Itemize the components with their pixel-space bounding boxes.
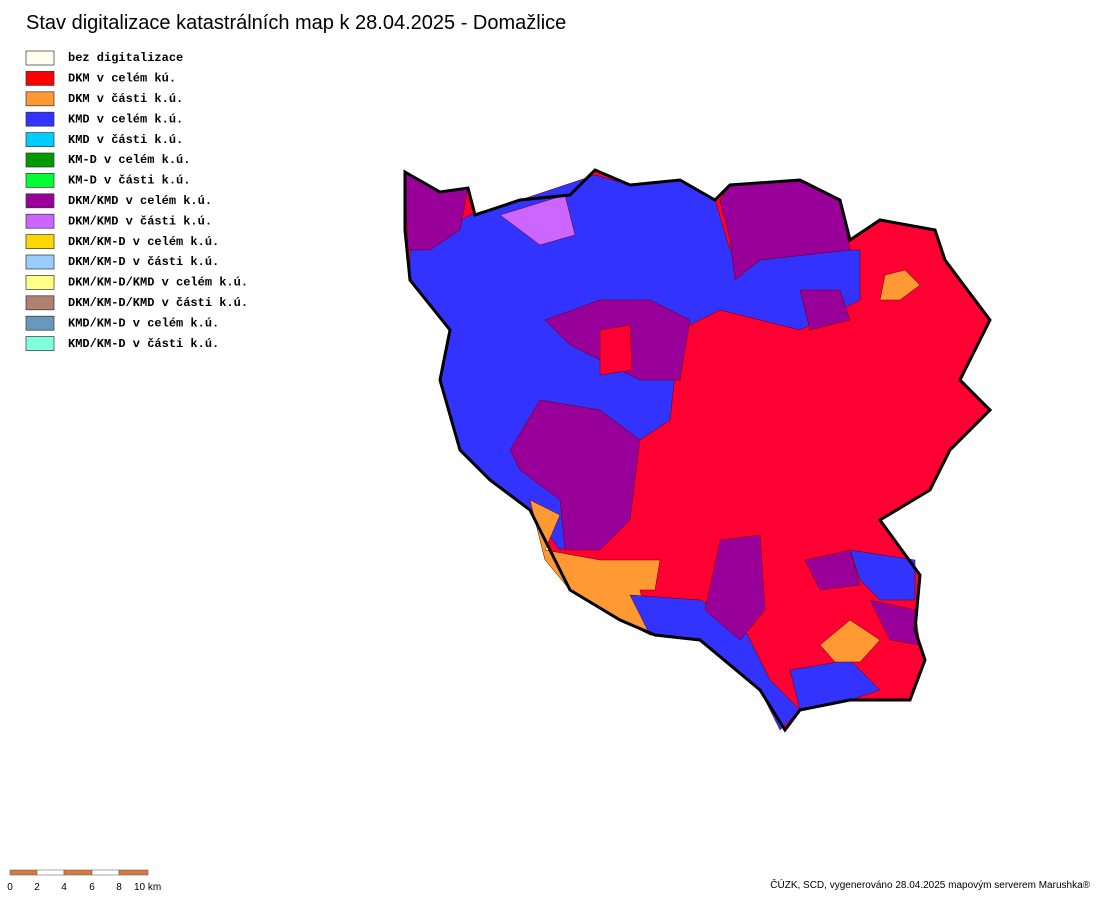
district-map	[403, 168, 993, 733]
legend-swatch	[25, 213, 55, 229]
legend-label: DKM v části k.ú.	[68, 92, 183, 106]
scale-label: 8	[116, 882, 122, 893]
legend-label: KMD v celém k.ú.	[68, 112, 183, 126]
legend-label: KMD v části k.ú.	[68, 133, 183, 147]
scale-label: 2	[34, 882, 40, 893]
scale-bar	[9, 869, 149, 876]
legend-swatch	[25, 336, 55, 351]
legend-label: KM-D v části k.ú.	[68, 174, 190, 188]
legend-swatch	[25, 254, 55, 270]
legend-swatch	[25, 132, 55, 147]
legend-swatch	[25, 50, 55, 66]
legend-label: DKM/KM-D v celém k.ú.	[68, 235, 219, 249]
legend-swatch	[25, 111, 55, 127]
credit: ČÚZK, SCD, vygenerováno 28.04.2025 mapov…	[770, 878, 1090, 891]
scale-label: 6	[89, 882, 95, 893]
legend-label: DKM/KM-D v části k.ú.	[68, 255, 219, 269]
legend-label: bez digitalizace	[68, 51, 183, 65]
legend-swatch	[25, 173, 55, 188]
legend-label: DKM/KMD v celém k.ú.	[68, 194, 212, 208]
scale-label: 0	[7, 882, 13, 893]
legend-swatch	[25, 193, 55, 209]
legend-swatch	[25, 295, 55, 311]
legend-swatch	[25, 275, 55, 290]
scale-labels: 0 2 4 6 8 10 km	[7, 882, 161, 893]
legend-swatch	[25, 91, 55, 107]
legend-label: DKM/KM-D/KMD v části k.ú.	[68, 296, 248, 310]
legend-label: KM-D v celém k.ú.	[68, 153, 190, 167]
legend-label: DKM/KMD v části k.ú.	[68, 214, 212, 228]
legend-label: DKM/KM-D/KMD v celém k.ú.	[68, 276, 248, 290]
legend-swatch	[25, 315, 55, 331]
legend-label: KMD/KM-D v části k.ú.	[68, 337, 219, 351]
legend-label: DKM v celém kú.	[68, 72, 176, 86]
legend-swatch	[25, 234, 55, 249]
scale-label: 10 km	[134, 882, 161, 893]
legend-swatch	[25, 152, 55, 168]
legend-label: KMD/KM-D v celém k.ú.	[68, 316, 219, 330]
scale-label: 4	[61, 882, 67, 893]
legend-swatch	[25, 71, 55, 86]
map-title: Stav digitalizace katastrálních map k 28…	[26, 12, 566, 34]
legend: bez digitalizace DKM v celém kú. DKM v čás…	[25, 50, 248, 351]
